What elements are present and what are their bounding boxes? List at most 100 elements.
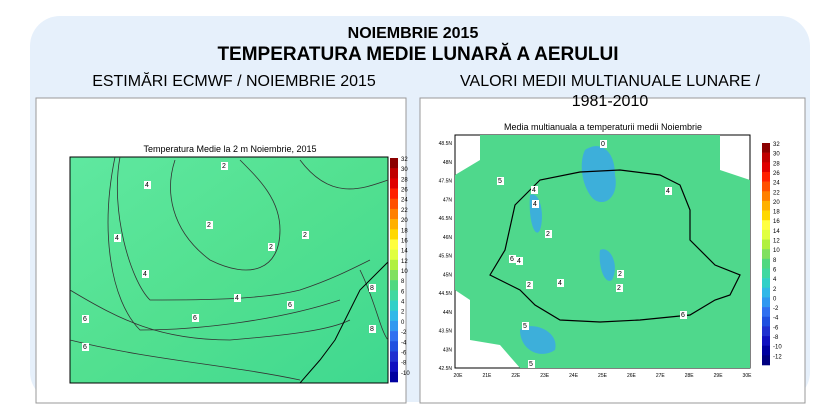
colorbar-cell bbox=[390, 320, 398, 332]
colorbar-label: -4 bbox=[773, 316, 779, 322]
colorbar-label: 12 bbox=[773, 239, 780, 245]
colorbar-label: 28 bbox=[401, 177, 408, 183]
contour-label: 4 bbox=[533, 201, 537, 208]
contour-label: 5 bbox=[523, 323, 527, 330]
colorbar-label: 24 bbox=[401, 198, 408, 204]
contour-label-bg bbox=[114, 234, 121, 242]
contour-label: 4 bbox=[532, 187, 536, 194]
colorbar-label: 18 bbox=[773, 210, 780, 216]
colorbar-cell bbox=[390, 259, 398, 271]
colorbar-cell bbox=[762, 316, 770, 327]
contour-label: 6 bbox=[510, 256, 514, 263]
colorbar-label: 30 bbox=[773, 152, 780, 158]
colorbar-cell bbox=[762, 143, 770, 153]
contour-label: 6 bbox=[83, 344, 87, 351]
colorbar-label: 14 bbox=[773, 229, 780, 235]
colorbar-label: -6 bbox=[773, 325, 779, 331]
contour-label: 0 bbox=[601, 141, 605, 148]
contour-label-bg bbox=[268, 243, 275, 251]
colorbar-label: 30 bbox=[401, 167, 408, 173]
colorbar-label: -8 bbox=[401, 361, 407, 367]
y-axis-label: 46.5N bbox=[439, 216, 453, 222]
colorbar-cell bbox=[762, 162, 770, 173]
contour-label-bg bbox=[142, 270, 149, 278]
contour-label: 5 bbox=[529, 361, 533, 368]
contour-label-bg bbox=[516, 257, 523, 265]
y-axis-label: 46N bbox=[443, 235, 453, 241]
colorbar-cell bbox=[762, 200, 770, 211]
contour-label-bg bbox=[82, 343, 89, 351]
colorbar-cell bbox=[762, 297, 770, 308]
contour-label: 2 bbox=[303, 232, 307, 239]
contour-label-bg bbox=[302, 231, 309, 239]
colorbar-cell bbox=[390, 229, 398, 240]
colorbar-label: 26 bbox=[773, 171, 780, 177]
contour-label: 2 bbox=[222, 163, 226, 170]
y-axis-label: 47.5N bbox=[439, 179, 453, 185]
x-axis-label: 29E bbox=[714, 373, 724, 379]
colorbar-label: 20 bbox=[773, 200, 780, 206]
contour-label-bg bbox=[526, 281, 533, 289]
colorbar-label: 20 bbox=[401, 218, 408, 224]
colorbar-cell bbox=[762, 220, 770, 231]
colorbar-label: 32 bbox=[773, 142, 780, 148]
contour-label-bg bbox=[522, 322, 529, 330]
contour-label-bg bbox=[616, 284, 623, 292]
colorbar-label: 2 bbox=[773, 287, 777, 293]
y-axis-label: 43.5N bbox=[439, 329, 453, 335]
colorbar-cell bbox=[390, 178, 398, 189]
colorbar-label: 8 bbox=[401, 279, 405, 285]
contour-label-bg bbox=[234, 294, 241, 302]
colorbar-label: -2 bbox=[401, 330, 407, 336]
x-axis-label: 24E bbox=[569, 373, 579, 379]
right-border bbox=[489, 169, 741, 323]
contour-label: 2 bbox=[527, 282, 531, 289]
y-axis-label: 45.5N bbox=[439, 254, 453, 260]
colorbar-label: 0 bbox=[401, 320, 405, 326]
colorbar-cell bbox=[390, 270, 398, 281]
colorbar-cell bbox=[762, 181, 770, 192]
colorbar-cell bbox=[762, 355, 770, 366]
colorbar-label: 22 bbox=[773, 190, 780, 196]
left-coast bbox=[299, 261, 389, 384]
x-axis-label: 28E bbox=[685, 373, 695, 379]
colorbar-cell bbox=[762, 249, 770, 260]
contour-label-bg bbox=[369, 284, 376, 292]
title-line2: TEMPERATURA MEDIE LUNARĂ A AERULUI bbox=[217, 43, 618, 65]
colorbar-label: -6 bbox=[401, 350, 407, 356]
colorbar-cell bbox=[762, 191, 770, 202]
x-axis-label: 22E bbox=[511, 373, 521, 379]
colorbar-cell bbox=[762, 287, 770, 298]
contour-label-bg bbox=[532, 200, 539, 208]
contour-label-bg bbox=[287, 301, 294, 309]
x-axis-label: 20E bbox=[454, 373, 464, 379]
colorbar-cell bbox=[762, 210, 770, 221]
y-axis-label: 44.5N bbox=[439, 291, 453, 297]
contour-label: 4 bbox=[115, 235, 119, 242]
contour-label-bg bbox=[531, 186, 538, 194]
colorbar-label: -10 bbox=[773, 345, 782, 351]
contour-label-bg bbox=[369, 325, 376, 333]
contour-label: 2 bbox=[546, 231, 550, 238]
x-axis-label: 30E bbox=[743, 373, 753, 379]
colorbar-label: 6 bbox=[401, 289, 405, 295]
colorbar-label: 2 bbox=[401, 310, 405, 316]
colorbar-label: 26 bbox=[401, 188, 408, 194]
x-axis-label: 23E bbox=[540, 373, 550, 379]
contour-label-bg bbox=[206, 221, 213, 229]
colorbar-cell bbox=[762, 171, 770, 182]
colorbar-cell bbox=[762, 152, 770, 163]
contour-label: 4 bbox=[235, 295, 239, 302]
colorbar-cell bbox=[390, 249, 398, 261]
title-line1: NOIEMBRIE 2015 bbox=[348, 25, 479, 42]
contour-label: 8 bbox=[370, 326, 374, 333]
colorbar-label: 24 bbox=[773, 181, 780, 187]
colorbar-label: 10 bbox=[773, 248, 780, 254]
colorbar-cell bbox=[390, 198, 398, 210]
contour-label-bg bbox=[557, 279, 564, 287]
contour-label: 4 bbox=[143, 271, 147, 278]
colorbar-cell bbox=[390, 219, 398, 230]
colorbar-cell bbox=[762, 268, 770, 279]
colorbar-cell bbox=[762, 307, 770, 318]
